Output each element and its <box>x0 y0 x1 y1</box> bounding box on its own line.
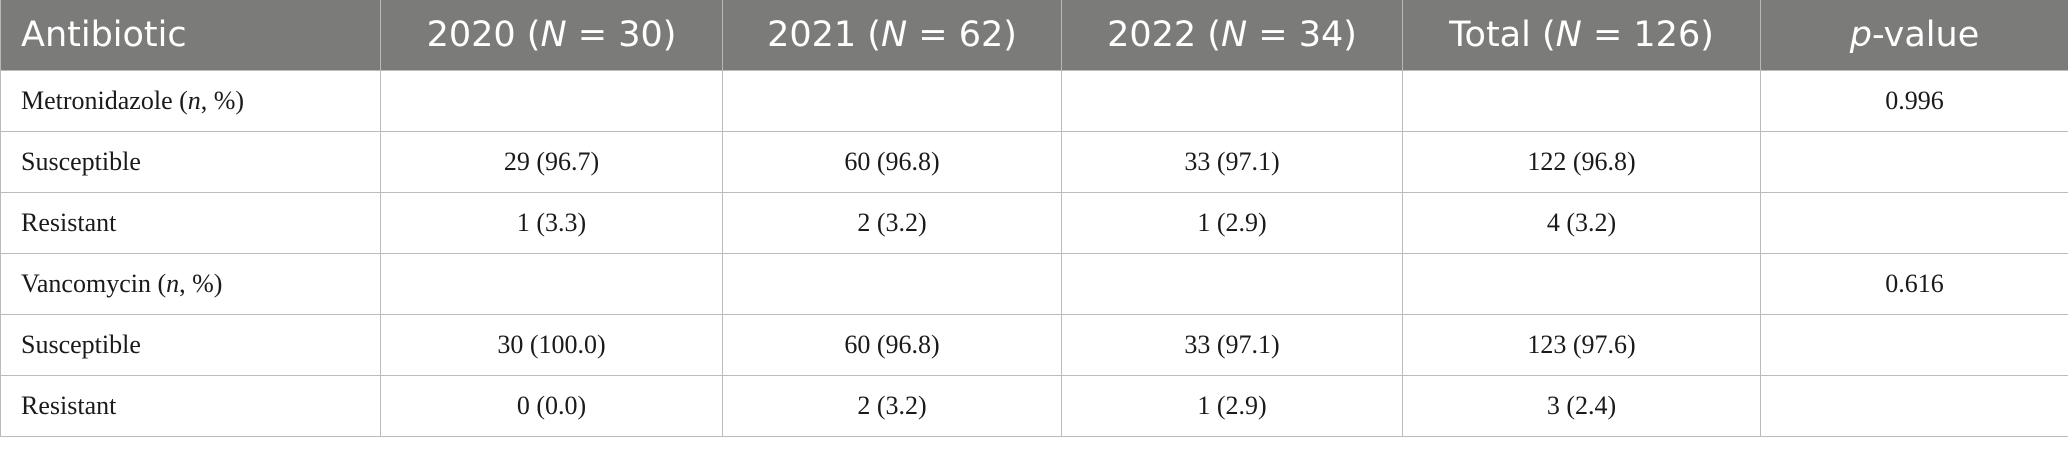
cell-2021: 2 (3.2) <box>722 192 1062 254</box>
cell-2020 <box>380 70 723 132</box>
row-label: Susceptible <box>0 131 381 193</box>
table-body: Metronidazole (n, %) 0.996 Susceptible 2… <box>0 70 2068 437</box>
header-row: Antibiotic 2020 (N = 30) 2021 (N = 62) 2… <box>0 0 2068 71</box>
header-p-value: p-value <box>1760 0 2068 71</box>
cell-p-value <box>1760 192 2068 254</box>
cell-2020: 0 (0.0) <box>380 375 723 437</box>
cell-p-value: 0.996 <box>1760 70 2068 132</box>
table-row-metronidazole: Metronidazole (n, %) 0.996 <box>0 70 2068 132</box>
cell-p-value: 0.616 <box>1760 253 2068 315</box>
table-row-vancomycin: Vancomycin (n, %) 0.616 <box>0 253 2068 315</box>
cell-total: 123 (97.6) <box>1402 314 1761 376</box>
cell-2020: 30 (100.0) <box>380 314 723 376</box>
table-row: Resistant 1 (3.3) 2 (3.2) 1 (2.9) 4 (3.2… <box>0 192 2068 254</box>
cell-total: 4 (3.2) <box>1402 192 1761 254</box>
row-label: Metronidazole (n, %) <box>0 70 381 132</box>
cell-2022 <box>1061 253 1403 315</box>
row-label: Resistant <box>0 375 381 437</box>
cell-p-value <box>1760 131 2068 193</box>
cell-2021 <box>722 70 1062 132</box>
row-label: Vancomycin (n, %) <box>0 253 381 315</box>
cell-2020 <box>380 253 723 315</box>
antibiotic-susceptibility-table: Antibiotic 2020 (N = 30) 2021 (N = 62) 2… <box>0 0 2068 437</box>
cell-2021: 60 (96.8) <box>722 314 1062 376</box>
header-total: Total (N = 126) <box>1402 0 1761 71</box>
header-2022: 2022 (N = 34) <box>1061 0 1403 71</box>
header-2021: 2021 (N = 62) <box>722 0 1062 71</box>
table-header: Antibiotic 2020 (N = 30) 2021 (N = 62) 2… <box>0 0 2068 71</box>
cell-2020: 29 (96.7) <box>380 131 723 193</box>
cell-2021 <box>722 253 1062 315</box>
header-antibiotic: Antibiotic <box>0 0 381 71</box>
cell-p-value <box>1760 375 2068 437</box>
cell-total <box>1402 253 1761 315</box>
row-label: Susceptible <box>0 314 381 376</box>
cell-2021: 60 (96.8) <box>722 131 1062 193</box>
table-row: Susceptible 30 (100.0) 60 (96.8) 33 (97.… <box>0 314 2068 376</box>
row-label: Resistant <box>0 192 381 254</box>
cell-2022: 1 (2.9) <box>1061 375 1403 437</box>
cell-2022: 1 (2.9) <box>1061 192 1403 254</box>
cell-2020: 1 (3.3) <box>380 192 723 254</box>
header-2020: 2020 (N = 30) <box>380 0 723 71</box>
cell-total <box>1402 70 1761 132</box>
cell-2022: 33 (97.1) <box>1061 314 1403 376</box>
cell-2022 <box>1061 70 1403 132</box>
table-row: Resistant 0 (0.0) 2 (3.2) 1 (2.9) 3 (2.4… <box>0 375 2068 437</box>
cell-total: 122 (96.8) <box>1402 131 1761 193</box>
cell-2021: 2 (3.2) <box>722 375 1062 437</box>
table-row: Susceptible 29 (96.7) 60 (96.8) 33 (97.1… <box>0 131 2068 193</box>
cell-total: 3 (2.4) <box>1402 375 1761 437</box>
cell-p-value <box>1760 314 2068 376</box>
cell-2022: 33 (97.1) <box>1061 131 1403 193</box>
